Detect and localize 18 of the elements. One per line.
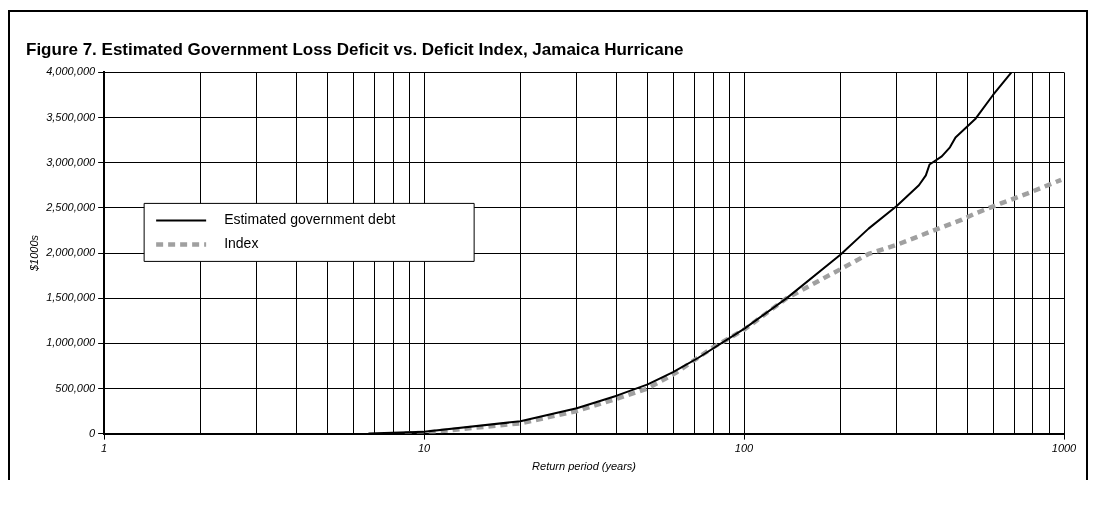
y-tick-label: 1,000,000 (46, 336, 97, 349)
x-tick-label: 1 (101, 442, 108, 455)
legend-label: Index (224, 235, 259, 252)
y-tick-label: 500,000 (55, 381, 97, 394)
x-tick-label: 10 (417, 442, 432, 455)
y-tick-label: 1,500,000 (46, 291, 97, 304)
legend-label: Estimated government debt (224, 211, 396, 228)
y-axis-title: $1000s (27, 234, 40, 273)
y-tick-label: 4,000,000 (46, 65, 97, 78)
y-tick-label: 3,000,000 (46, 155, 97, 168)
y-tick-label: 0 (89, 426, 97, 439)
x-tick-label: 1000 (1051, 442, 1078, 455)
y-tick-label: 2,000,000 (45, 246, 97, 259)
chart-title: Figure 7. Estimated Government Loss Deficit vs. Deficit Index, Jamaica Hurricane (26, 39, 684, 59)
x-axis-title: Return period (years) (532, 460, 637, 473)
y-tick-label: 3,500,000 (46, 110, 97, 123)
y-tick-label: 2,500,000 (45, 200, 97, 213)
x-tick-label: 100 (734, 442, 755, 455)
